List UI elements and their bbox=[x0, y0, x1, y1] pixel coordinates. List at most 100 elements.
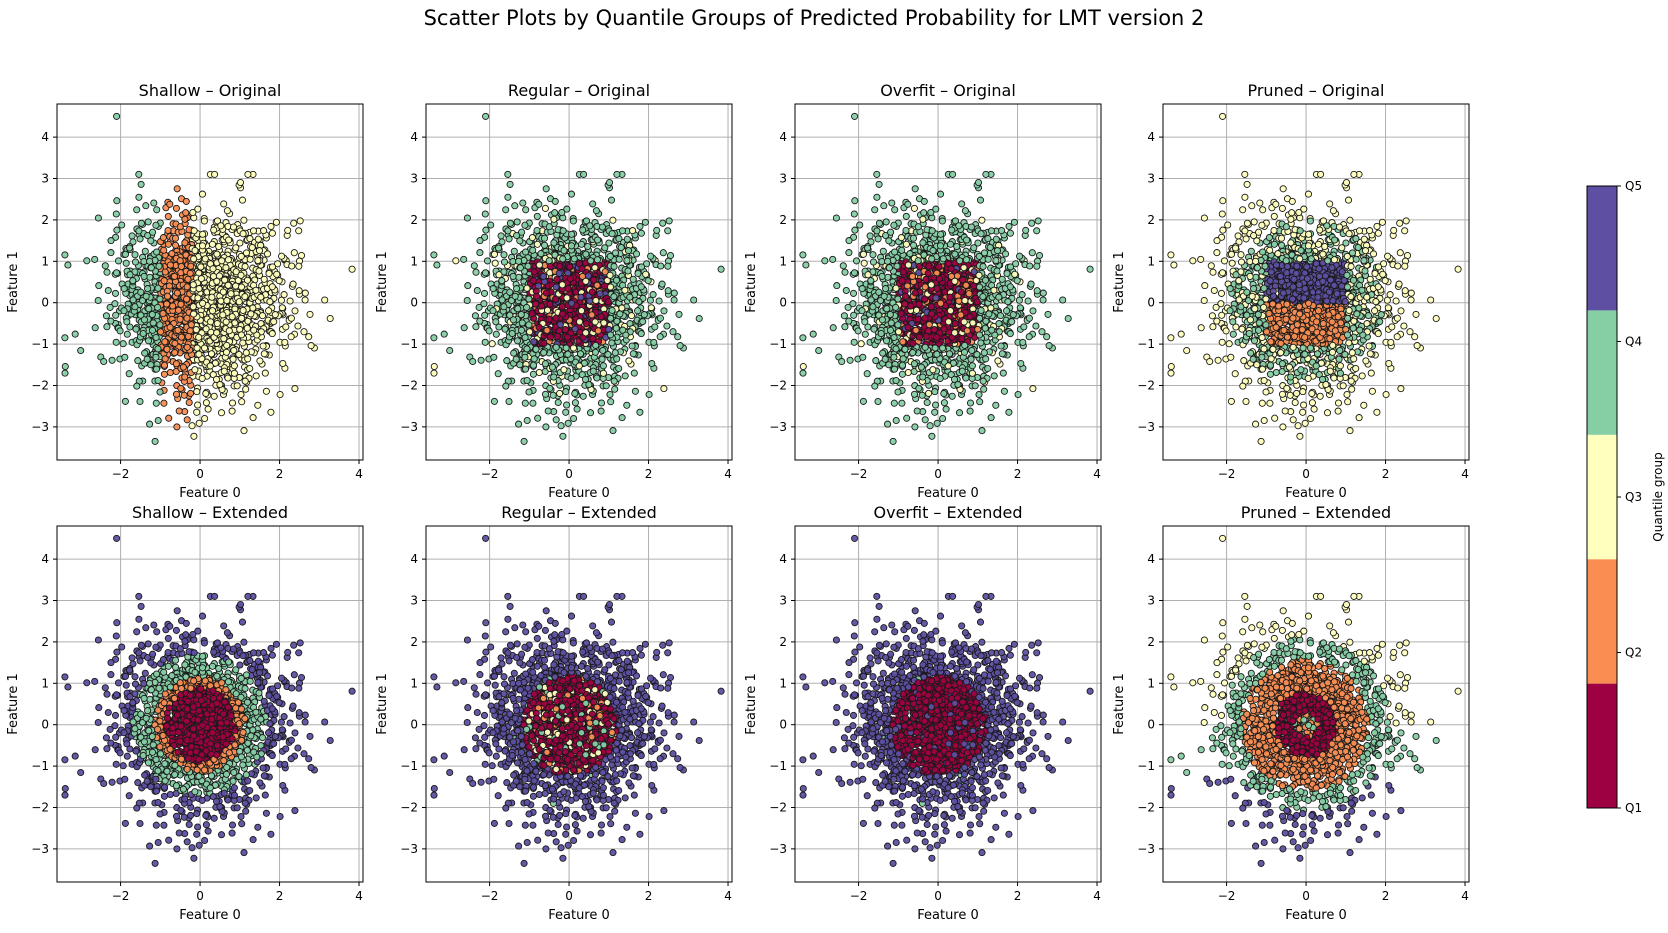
data-point bbox=[669, 328, 677, 336]
data-point bbox=[513, 285, 521, 293]
data-point bbox=[137, 219, 145, 227]
data-point bbox=[101, 262, 109, 270]
data-point bbox=[268, 283, 276, 291]
data-point bbox=[112, 269, 121, 277]
data-point bbox=[295, 262, 303, 270]
data-point bbox=[552, 295, 560, 303]
data-point bbox=[492, 318, 500, 326]
data-point bbox=[632, 250, 641, 258]
data-point bbox=[433, 261, 441, 269]
data-point bbox=[480, 289, 489, 297]
data-point bbox=[262, 387, 270, 395]
data-point bbox=[587, 257, 595, 265]
data-point bbox=[570, 255, 578, 263]
data-point bbox=[121, 250, 130, 258]
data-point bbox=[284, 226, 292, 234]
data-point bbox=[515, 420, 523, 428]
data-point bbox=[1027, 280, 1035, 288]
data-point bbox=[664, 287, 672, 295]
data-point bbox=[278, 252, 286, 260]
data-point bbox=[564, 285, 572, 293]
data-point bbox=[655, 297, 663, 305]
data-point bbox=[472, 323, 480, 331]
data-point bbox=[176, 315, 184, 323]
data-point bbox=[564, 333, 572, 341]
data-point bbox=[873, 170, 881, 178]
data-point bbox=[219, 288, 227, 296]
data-point bbox=[529, 370, 537, 378]
data-point bbox=[559, 310, 567, 318]
data-point bbox=[659, 219, 667, 227]
data-point bbox=[538, 302, 546, 310]
x-axis-label: Feature 0 bbox=[179, 486, 241, 501]
data-point bbox=[544, 407, 552, 415]
data-point bbox=[1039, 296, 1047, 304]
data-point bbox=[597, 399, 606, 407]
data-point bbox=[163, 345, 171, 353]
data-point bbox=[657, 262, 665, 270]
data-point bbox=[598, 223, 607, 231]
data-point bbox=[219, 311, 227, 319]
data-point bbox=[161, 355, 169, 363]
data-point bbox=[571, 399, 579, 407]
data-point bbox=[505, 235, 513, 243]
data-point bbox=[594, 327, 602, 335]
y-tick-label: 3 bbox=[410, 172, 418, 186]
data-point bbox=[637, 330, 645, 338]
data-point bbox=[564, 419, 572, 427]
data-point bbox=[481, 338, 489, 346]
data-point bbox=[582, 277, 590, 285]
data-point bbox=[136, 397, 144, 406]
data-point bbox=[160, 361, 169, 369]
data-point bbox=[118, 221, 126, 229]
data-point bbox=[537, 250, 545, 258]
data-point bbox=[606, 390, 614, 399]
data-point bbox=[266, 298, 274, 306]
data-point bbox=[592, 341, 600, 349]
data-point bbox=[430, 334, 438, 342]
data-point bbox=[249, 227, 258, 235]
data-point bbox=[154, 376, 162, 385]
data-point bbox=[921, 416, 929, 424]
data-point bbox=[154, 284, 162, 292]
data-point bbox=[532, 292, 541, 300]
data-point bbox=[230, 346, 238, 355]
data-point bbox=[95, 282, 103, 290]
data-point bbox=[482, 226, 490, 234]
data-point bbox=[159, 309, 167, 318]
data-point bbox=[490, 353, 498, 361]
data-point bbox=[799, 334, 807, 342]
data-point bbox=[487, 221, 495, 229]
data-point bbox=[135, 193, 143, 201]
data-point bbox=[197, 263, 205, 271]
data-point bbox=[268, 229, 276, 237]
data-point bbox=[911, 423, 919, 431]
data-point bbox=[558, 303, 566, 311]
data-point bbox=[606, 271, 614, 279]
data-point bbox=[199, 299, 207, 307]
data-point bbox=[958, 200, 966, 208]
x-tick-label: 0 bbox=[565, 467, 573, 481]
data-point bbox=[212, 375, 221, 383]
data-point bbox=[535, 323, 543, 331]
data-point bbox=[182, 209, 190, 217]
data-point bbox=[166, 200, 174, 208]
data-point bbox=[222, 264, 230, 272]
data-point bbox=[940, 399, 948, 407]
data-point bbox=[533, 212, 541, 220]
data-point bbox=[188, 422, 196, 430]
data-point bbox=[609, 216, 617, 224]
data-point bbox=[529, 361, 538, 369]
data-point bbox=[268, 330, 276, 338]
data-point bbox=[113, 226, 121, 234]
data-point bbox=[176, 223, 184, 231]
data-point bbox=[249, 304, 257, 312]
data-point bbox=[183, 283, 191, 291]
data-point bbox=[112, 210, 120, 218]
data-point bbox=[502, 382, 510, 390]
data-point bbox=[164, 240, 172, 248]
data-point bbox=[613, 355, 621, 363]
data-point bbox=[267, 408, 275, 416]
data-point bbox=[593, 374, 601, 382]
data-point bbox=[497, 232, 505, 240]
